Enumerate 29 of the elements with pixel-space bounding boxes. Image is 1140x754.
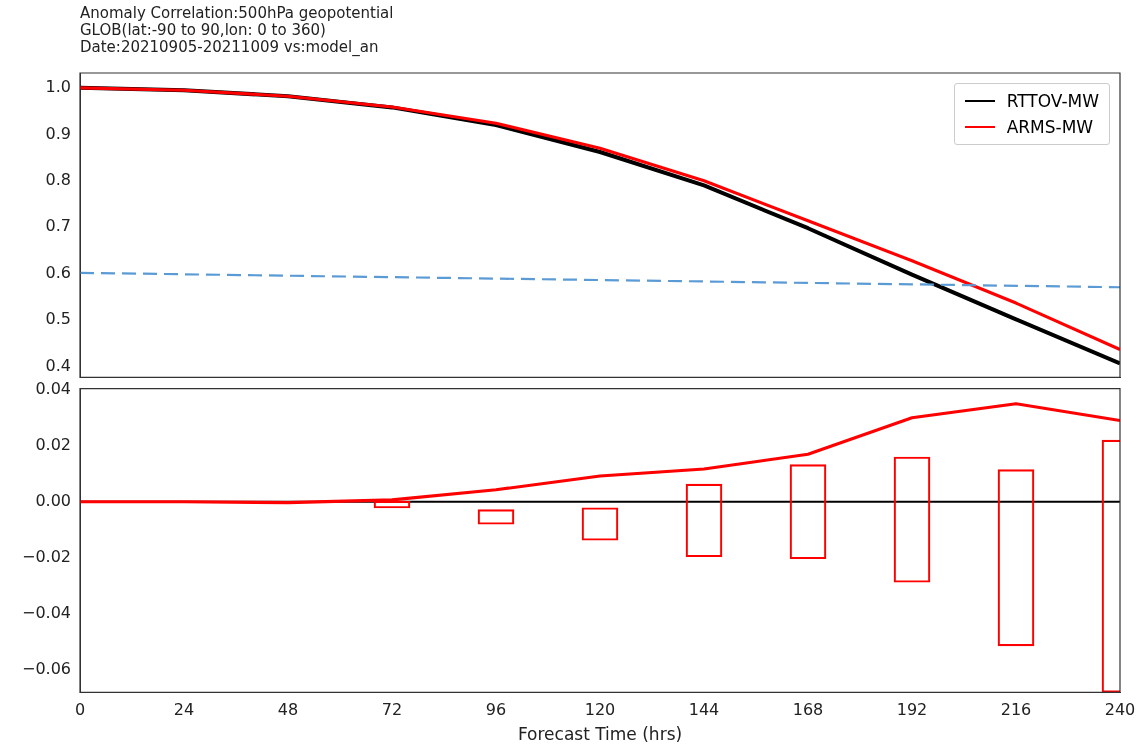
x-tick-label: 24 xyxy=(173,700,195,720)
y-tick-label: −0.06 xyxy=(21,659,71,679)
x-axis-title: Forecast Time (hrs) xyxy=(517,724,683,745)
x-tick-label: 120 xyxy=(584,700,616,720)
y-tick-label: 0.9 xyxy=(45,123,71,143)
y-tick-label: 0.4 xyxy=(45,355,71,375)
x-tick-label: 48 xyxy=(277,700,299,720)
x-tick-label: 144 xyxy=(688,700,720,720)
x-tick-label: 216 xyxy=(1000,700,1032,720)
y-tick-label: 0.7 xyxy=(45,216,71,236)
x-tick-label: 192 xyxy=(896,700,928,720)
legend-label: RTTOV-MW xyxy=(1006,91,1099,111)
y-tick-label: 0.00 xyxy=(35,490,71,510)
y-tick-label: 0.8 xyxy=(45,169,71,189)
y-tick-label: 0.5 xyxy=(45,309,71,329)
x-tick-label: 168 xyxy=(792,700,824,720)
y-tick-label: −0.04 xyxy=(21,603,71,623)
legend-label: ARMS-MW xyxy=(1006,117,1094,137)
x-tick-label: 240 xyxy=(1104,700,1136,720)
x-tick-label: 0 xyxy=(74,700,86,720)
y-tick-label: −0.02 xyxy=(21,547,71,567)
chart-title: Anomaly Correlation:500hPa geopotential xyxy=(80,4,394,22)
x-tick-label: 72 xyxy=(381,700,403,720)
chart-subtitle: GLOB(lat:-90 to 90,lon: 0 to 360) Date:20210905-20211009 vs:model_an xyxy=(80,21,379,56)
x-tick-label: 96 xyxy=(485,700,507,720)
y-tick-label: 1.0 xyxy=(45,77,71,97)
y-tick-label: 0.6 xyxy=(45,262,71,282)
y-tick-label: 0.04 xyxy=(35,378,71,398)
y-tick-label: 0.02 xyxy=(35,434,71,454)
